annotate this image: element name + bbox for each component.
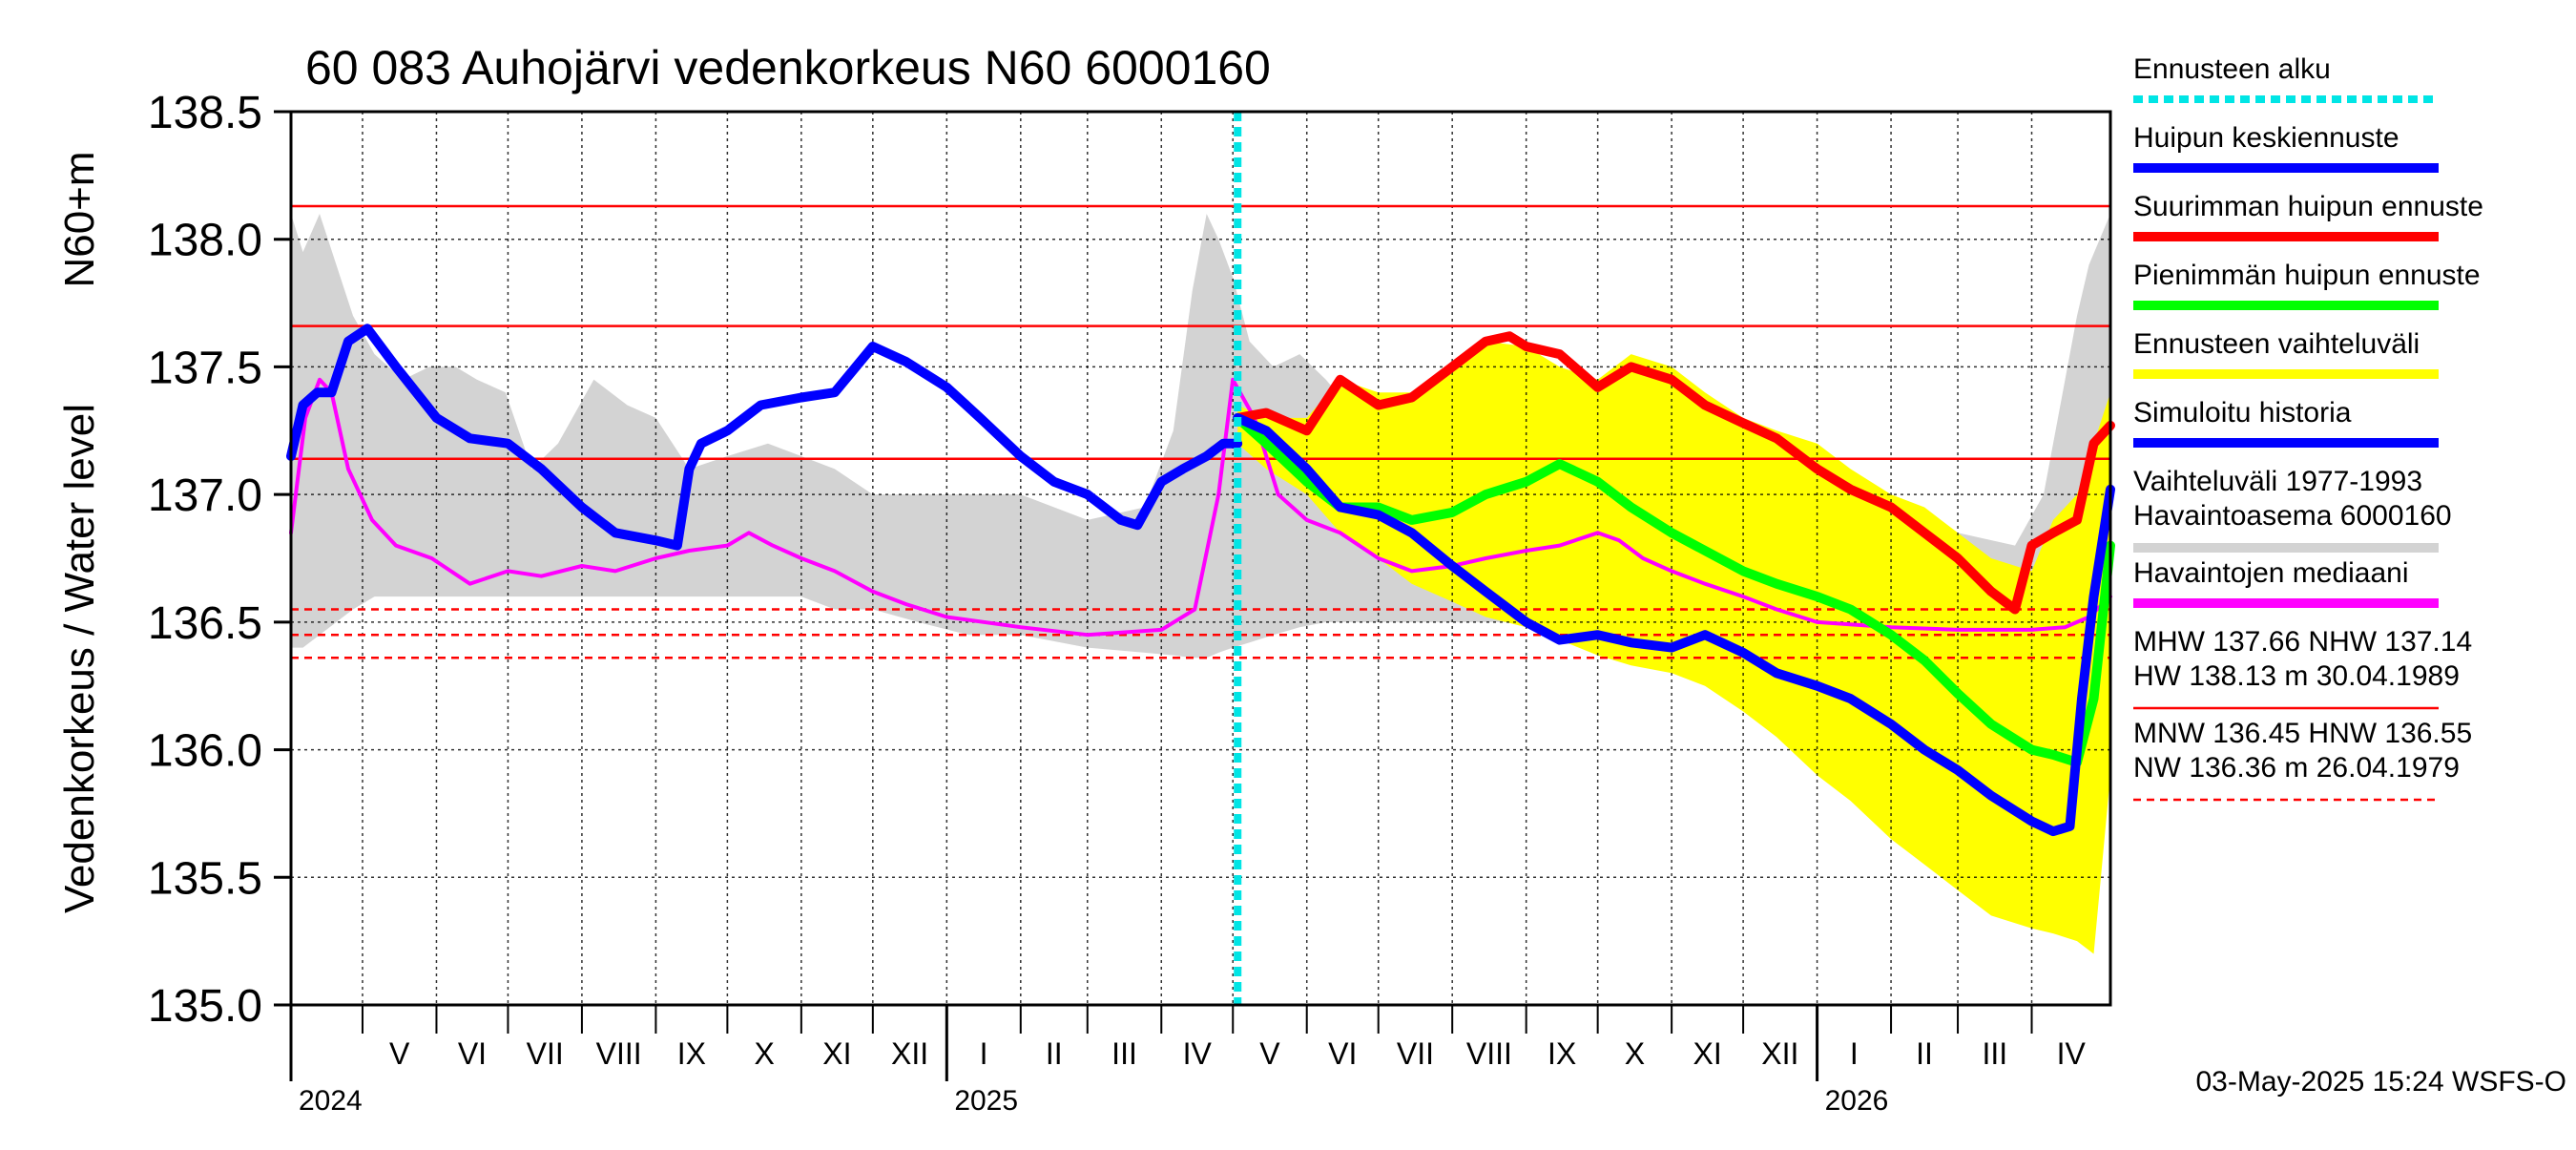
x-month-label: XI <box>1693 1036 1721 1071</box>
legend-item-1-label: Huipun keskiennuste <box>2133 122 2399 154</box>
x-month-label: III <box>1111 1036 1137 1071</box>
legend-item-4-label: Ennusteen vaihteluväli <box>2133 328 2420 360</box>
legend-item-8-label2: HW 138.13 m 30.04.1989 <box>2133 660 2460 692</box>
legend: Ennusteen alku Huipun keskiennuste Suurimm… <box>2133 53 2483 802</box>
legend-item-5-label: Simuloitu historia <box>2133 397 2352 429</box>
x-month-label: I <box>980 1036 988 1071</box>
x-month-label: II <box>1046 1036 1063 1071</box>
legend-item-9-label: MNW 136.45 HNW 136.55 <box>2133 718 2472 749</box>
data-series <box>286 324 2115 837</box>
y-tick-label: 137.5 <box>148 343 262 393</box>
series-simuloitu-historia <box>286 324 1243 551</box>
x-year-label: 2024 <box>299 1085 363 1117</box>
x-month-label: IV <box>2057 1036 2087 1071</box>
legend-item-2-label: Suurimman huipun ennuste <box>2133 191 2483 222</box>
x-month-label: VIII <box>1466 1036 1512 1071</box>
x-month-label: X <box>754 1036 774 1071</box>
x-month-label: VIII <box>596 1036 642 1071</box>
x-month-label: VI <box>458 1036 487 1071</box>
legend-item-8-label: MHW 137.66 NHW 137.14 <box>2133 626 2472 658</box>
y-tick-label: 136.0 <box>148 726 262 777</box>
x-month-label: VII <box>527 1036 564 1071</box>
y-tick-label: 135.5 <box>148 853 262 904</box>
legend-item-9-label2: NW 136.36 m 26.04.1979 <box>2133 752 2460 784</box>
x-month-label: VII <box>1397 1036 1434 1071</box>
x-month-label: V <box>389 1036 410 1071</box>
series-havaintojen-mediaani <box>289 377 2112 638</box>
footer-timestamp: 03-May-2025 15:24 WSFS-O <box>2196 1066 2567 1098</box>
x-year-label: 2026 <box>1825 1085 1889 1117</box>
series-pienimm-n-huipun-ennuste <box>1233 412 2115 767</box>
y-tick-label: 135.0 <box>148 981 262 1032</box>
x-month-label: IV <box>1183 1036 1213 1071</box>
legend-item-0-label: Ennusteen alku <box>2133 53 2331 85</box>
x-month-label: IX <box>677 1036 706 1071</box>
grid-lines <box>291 111 2110 1006</box>
x-year-label: 2025 <box>954 1085 1018 1117</box>
legend-item-6-label: Vaihteluväli 1977-1993 <box>2133 466 2422 497</box>
y-tick-label: 138.5 <box>148 88 262 138</box>
y-tick-label: 137.0 <box>148 470 262 521</box>
x-month-label: XII <box>891 1036 928 1071</box>
x-axis: V VI VII VIII IX X XI XII I II III IV V VI VII VIII IX X X… <box>289 1003 2110 1117</box>
legend-item-6-label2: Havaintoasema 6000160 <box>2133 500 2452 532</box>
legend-item-3-label: Pienimmän huipun ennuste <box>2133 260 2481 291</box>
y-axis-label: Vedenkorkeus / Water level <box>56 404 103 913</box>
x-month-label: I <box>1850 1036 1859 1071</box>
x-month-label: VI <box>1328 1036 1357 1071</box>
x-month-label: XI <box>822 1036 851 1071</box>
y-tick-label: 138.0 <box>148 216 262 266</box>
series-suurimman-huipun-ennuste <box>1233 331 2115 615</box>
x-month-label: V <box>1259 1036 1280 1071</box>
x-month-label: IX <box>1548 1036 1576 1071</box>
x-month-label: X <box>1625 1036 1645 1071</box>
legend-item-7-label: Havaintojen mediaani <box>2133 557 2409 589</box>
x-month-label: II <box>1916 1036 1933 1071</box>
y-axis-unit-label: N60+m <box>56 151 103 287</box>
chart-title: 60 083 Auhojärvi vedenkorkeus N60 600016… <box>305 41 1271 94</box>
series-huipun-keskiennuste <box>1233 412 2115 837</box>
y-axis: 135.0 135.5 136.0 136.5 137.0 137.5 138.0 138.5 <box>148 88 291 1032</box>
x-month-label: XII <box>1761 1036 1798 1071</box>
y-tick-label: 136.5 <box>148 598 262 649</box>
x-month-label: III <box>1982 1036 2007 1071</box>
